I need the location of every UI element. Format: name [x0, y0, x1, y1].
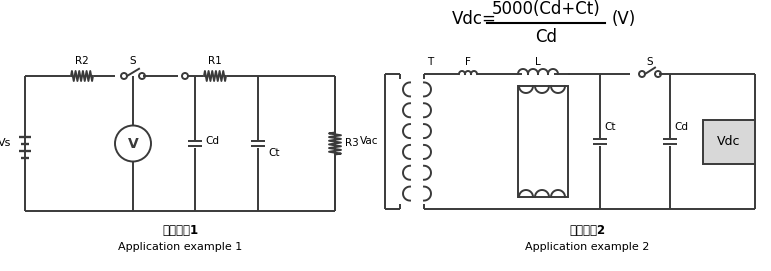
Text: R3: R3	[345, 138, 359, 149]
Text: 应用实例2: 应用实例2	[570, 224, 605, 237]
Text: (V): (V)	[612, 10, 636, 28]
Text: Ct: Ct	[268, 149, 280, 159]
Text: 应用实例1: 应用实例1	[162, 224, 198, 237]
Text: S: S	[130, 56, 136, 66]
Bar	[703, 120, 755, 163]
Text: Cd: Cd	[535, 28, 557, 46]
Text: V: V	[128, 137, 138, 150]
Text: S: S	[647, 57, 653, 67]
Text: R1: R1	[208, 56, 222, 66]
Text: T: T	[427, 57, 433, 67]
Text: Vdc: Vdc	[717, 135, 741, 148]
Text: Vs: Vs	[0, 138, 11, 149]
Text: 5000(Cd+Ct): 5000(Cd+Ct)	[492, 0, 601, 18]
Text: L: L	[535, 57, 541, 67]
Text: Ct: Ct	[604, 121, 615, 131]
Bar	[518, 86, 568, 197]
Text: Application example 1: Application example 1	[118, 242, 242, 252]
Text: F: F	[465, 57, 471, 67]
Text: Cd: Cd	[674, 121, 688, 131]
Text: Vac: Vac	[359, 137, 378, 147]
Text: Cd: Cd	[205, 137, 219, 147]
Text: Vdc=: Vdc=	[452, 10, 497, 28]
Text: Application example 2: Application example 2	[525, 242, 650, 252]
Text: R2: R2	[75, 56, 89, 66]
